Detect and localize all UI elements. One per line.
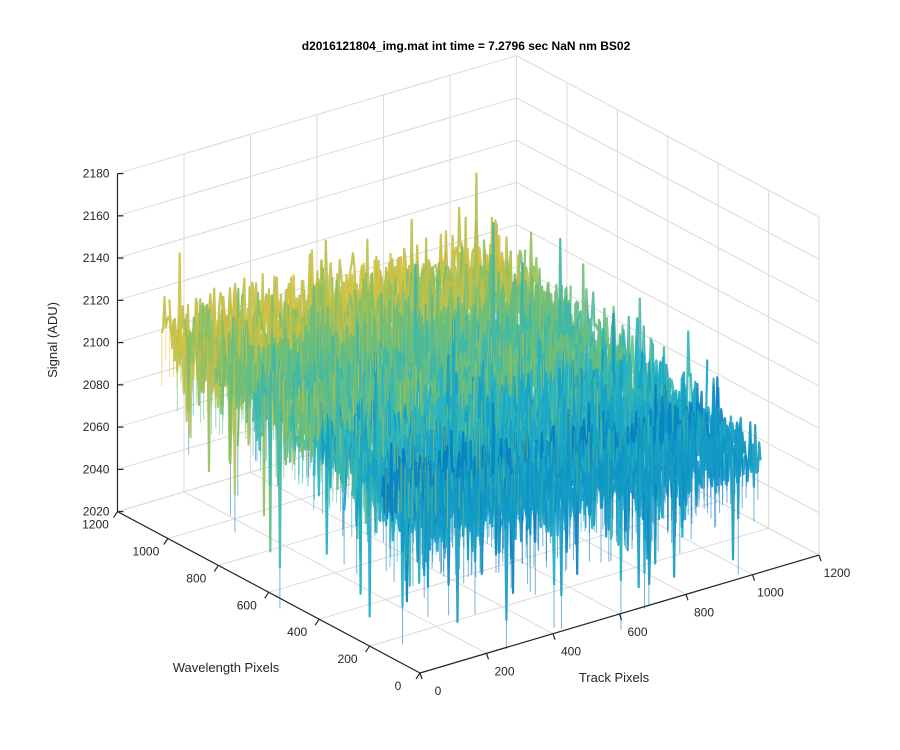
y-tick xyxy=(415,672,421,680)
x-tick xyxy=(618,613,623,621)
z-tick-label: 2080 xyxy=(83,378,110,392)
y-axis-label: Wavelength Pixels xyxy=(173,660,280,675)
grid-line xyxy=(516,55,820,218)
x-tick xyxy=(419,672,423,680)
x-axis-label: Track Pixels xyxy=(579,670,650,685)
x-tick xyxy=(685,594,689,601)
z-tick-label: 2180 xyxy=(83,167,110,181)
grid-line xyxy=(117,55,517,175)
x-tick xyxy=(818,554,822,562)
z-tick-label: 2160 xyxy=(83,209,110,223)
tick-labels: 0 200 400 600 800 1000 1200 0 200 400 600 800 1000 12… xyxy=(82,167,851,698)
y-tick xyxy=(213,565,219,572)
y-tick xyxy=(112,511,118,518)
grid-line xyxy=(516,181,820,345)
x-tick-label: 600 xyxy=(627,625,647,639)
grid-line xyxy=(117,139,517,259)
grid-line xyxy=(516,139,820,302)
y-tick xyxy=(163,538,169,545)
y-tick-label: 1200 xyxy=(82,518,109,532)
y-tick xyxy=(264,591,270,599)
z-tick-label: 2120 xyxy=(83,293,110,307)
x-tick xyxy=(485,653,490,660)
grid-line xyxy=(369,527,769,647)
x-tick xyxy=(751,574,756,581)
grid-line xyxy=(516,97,820,260)
y-tick-label: 0 xyxy=(395,679,402,693)
x-tick xyxy=(552,633,556,640)
x-tick-label: 800 xyxy=(694,605,714,619)
z-tick-label: 2060 xyxy=(83,420,110,434)
y-tick-label: 800 xyxy=(186,571,206,585)
z-axis-label: Signal (ADU) xyxy=(45,302,60,378)
axes xyxy=(112,173,822,680)
x-tick-label: 200 xyxy=(494,664,514,678)
z-tick-label: 2040 xyxy=(83,462,110,476)
y-tick-label: 1000 xyxy=(133,545,160,559)
x-tick-label: 1200 xyxy=(824,566,851,580)
z-tick-label: 2020 xyxy=(83,505,110,519)
chart-title: d2016121804_img.mat int time = 7.2796 se… xyxy=(302,39,631,53)
x-tick-label: 0 xyxy=(435,684,442,698)
grid-line xyxy=(117,97,517,217)
surface xyxy=(160,172,762,649)
grid-line xyxy=(516,224,820,387)
y-tick xyxy=(314,618,320,626)
surface-strip xyxy=(418,410,762,621)
y-tick-label: 600 xyxy=(237,598,257,612)
x-tick-label: 400 xyxy=(561,645,581,659)
y-tick-label: 200 xyxy=(338,652,358,666)
grid-line xyxy=(117,181,517,301)
z-tick-label: 2100 xyxy=(83,336,110,350)
x-tick-label: 1000 xyxy=(757,586,784,600)
y-tick xyxy=(365,645,371,653)
y-tick-label: 400 xyxy=(287,625,307,639)
z-tick-label: 2140 xyxy=(83,251,110,265)
